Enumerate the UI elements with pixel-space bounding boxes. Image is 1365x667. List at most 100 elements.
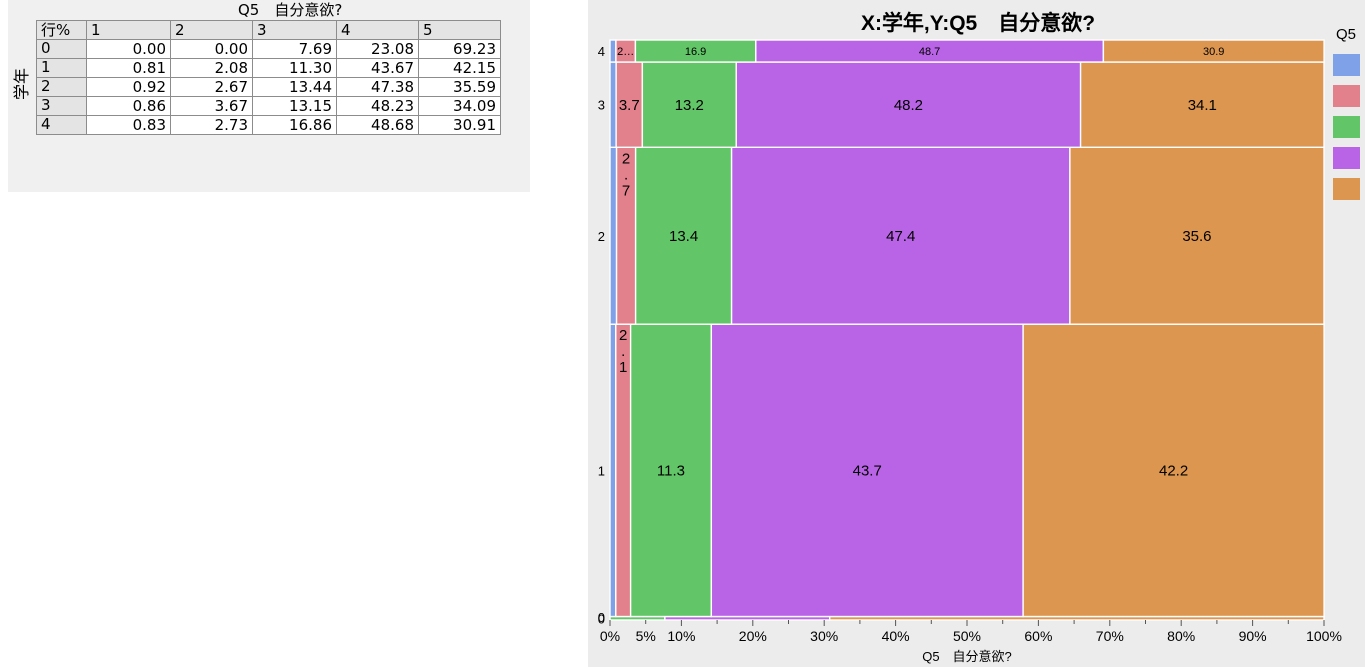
segment-label-char: . xyxy=(621,343,625,360)
y-tick-label: 3 xyxy=(598,98,605,113)
legend-swatch xyxy=(1333,54,1360,76)
segment-label: 48.2 xyxy=(894,97,923,114)
table-title: Q5 自分意欲? xyxy=(238,1,343,19)
table-cell: 35.59 xyxy=(418,77,501,97)
mosaic-segment xyxy=(629,323,713,618)
table-cell: 7.69 xyxy=(252,39,337,59)
segment-label: 34.1 xyxy=(1188,97,1217,114)
table-row: 4 0.83 2.73 16.86 48.68 30.91 xyxy=(36,115,501,135)
table-cell: 48.23 xyxy=(336,96,419,116)
table-cell: 11.30 xyxy=(252,58,337,78)
chart-title: X:学年,Y:Q5 自分意欲? xyxy=(861,11,1095,35)
mosaic-segment xyxy=(609,323,617,618)
row-label: 2 xyxy=(36,77,87,97)
segment-label: 47.4 xyxy=(886,228,915,245)
row-label: 0 xyxy=(36,39,87,59)
table-cell: 2.67 xyxy=(170,77,253,97)
column-header: 3 xyxy=(252,20,337,40)
crosstab-table: 行% 1 2 3 4 5 0 0.00 0.00 7.69 23.08 69.2… xyxy=(36,20,501,135)
mosaic-segment xyxy=(730,146,1071,325)
table-cell: 0.00 xyxy=(170,39,253,59)
mosaic-segment xyxy=(609,39,617,63)
table-cell: 3.67 xyxy=(170,96,253,116)
table-row: 3 0.86 3.67 13.15 48.23 34.09 xyxy=(36,96,501,116)
segment-label: 42.2 xyxy=(1159,463,1188,480)
row-label: 1 xyxy=(36,58,87,78)
column-header: 4 xyxy=(336,20,419,40)
mosaic-segment xyxy=(1069,146,1325,325)
y-tick-label: 4 xyxy=(598,44,605,59)
table-cell: 48.68 xyxy=(336,115,419,135)
crosstab-panel: Q5 自分意欲? 学年 行% 1 2 3 4 5 0 0.00 0.00 7.6… xyxy=(8,0,530,192)
table-cell: 0.86 xyxy=(86,96,171,116)
table-cell: 0.81 xyxy=(86,58,171,78)
legend-swatch xyxy=(1333,178,1360,200)
mosaic-segment xyxy=(1079,61,1325,149)
table-header-row: 行% 1 2 3 4 5 xyxy=(36,20,501,40)
table-row: 2 0.92 2.67 13.44 47.38 35.59 xyxy=(36,77,501,97)
table-cell: 16.86 xyxy=(252,115,337,135)
x-tick-label: 40% xyxy=(882,628,910,644)
mosaic-segment xyxy=(615,61,644,149)
x-tick-label: 0% xyxy=(600,628,620,644)
segment-label: 3.7 xyxy=(619,97,640,114)
mosaic-chart-panel: X:学年,Y:Q5 自分意欲? 0 2. 1 11.3 43.7 42.2 1 2. 7 13.4 4… xyxy=(588,0,1365,667)
segment-label: 35.6 xyxy=(1182,228,1211,245)
table-cell: 42.15 xyxy=(418,58,501,78)
segment-label: 43.7 xyxy=(853,463,882,480)
x-tick-label: 80% xyxy=(1167,628,1195,644)
legend-swatch xyxy=(1333,147,1360,169)
table-cell: 30.91 xyxy=(418,115,501,135)
x-tick-label: 100% xyxy=(1306,628,1342,644)
row-label: 3 xyxy=(36,96,87,116)
x-tick-label: 20% xyxy=(739,628,767,644)
y-tick-label: 2 xyxy=(598,229,605,244)
table-cell: 2.73 xyxy=(170,115,253,135)
table-row: 1 0.81 2.08 11.30 43.67 42.15 xyxy=(36,58,501,78)
segment-label-char: 2 xyxy=(622,150,630,167)
x-tick-label: 60% xyxy=(1024,628,1052,644)
segment-label: 48.7 xyxy=(919,46,940,58)
mosaic-chart: X:学年,Y:Q5 自分意欲?02.111.3 43.7 42.212.713.4 4… xyxy=(598,11,1360,664)
y-tick-label: 1 xyxy=(598,463,605,478)
mosaic-segment xyxy=(609,146,618,325)
table-cell: 13.15 xyxy=(252,96,337,116)
row-label: 4 xyxy=(36,115,87,135)
segment-label-char: . xyxy=(624,166,628,183)
x-axis-label: Q5 自分意欲? xyxy=(922,649,1012,664)
table-cell: 2.08 xyxy=(170,58,253,78)
segment-label-char: 2 xyxy=(619,327,627,344)
table-cell: 47.38 xyxy=(336,77,419,97)
mosaic-segment xyxy=(1102,39,1325,63)
table-cell: 0.00 xyxy=(86,39,171,59)
segment-label: 16.9 xyxy=(685,46,706,58)
table-cell: 23.08 xyxy=(336,39,419,59)
x-tick-label: 30% xyxy=(810,628,838,644)
segment-label-char: 1 xyxy=(619,359,627,376)
mosaic-segment xyxy=(634,146,733,325)
column-header: 1 xyxy=(86,20,171,40)
row-axis-label: 学年 xyxy=(12,67,31,100)
table-cell: 69.23 xyxy=(418,39,501,59)
table-row: 0 0.00 0.00 7.69 23.08 69.23 xyxy=(36,39,501,59)
table-cell: 0.92 xyxy=(86,77,171,97)
column-header: 2 xyxy=(170,20,253,40)
segment-label-char: 7 xyxy=(622,182,630,199)
legend-swatch xyxy=(1333,85,1360,107)
segment-label: 11.3 xyxy=(657,463,685,480)
x-tick-label: 50% xyxy=(953,628,981,644)
segment-label: 13.4 xyxy=(669,228,698,245)
x-tick-label: 70% xyxy=(1096,628,1124,644)
mosaic-segment xyxy=(1022,323,1325,618)
mosaic-segment xyxy=(710,323,1024,618)
table-cell: 43.67 xyxy=(336,58,419,78)
x-tick-label: 90% xyxy=(1239,628,1267,644)
corner-label: 行% xyxy=(36,20,87,40)
legend-swatch xyxy=(1333,116,1360,138)
table-cell: 13.44 xyxy=(252,77,337,97)
y-axis-zero-label: 0 xyxy=(598,610,605,625)
x-tick-label: 5% xyxy=(636,628,656,644)
table-cell: 34.09 xyxy=(418,96,501,116)
mosaic-segment xyxy=(609,61,617,149)
x-tick-label: 10% xyxy=(667,628,695,644)
